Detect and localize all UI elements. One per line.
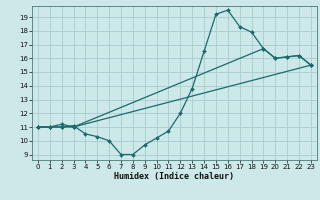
X-axis label: Humidex (Indice chaleur): Humidex (Indice chaleur) xyxy=(115,172,234,181)
